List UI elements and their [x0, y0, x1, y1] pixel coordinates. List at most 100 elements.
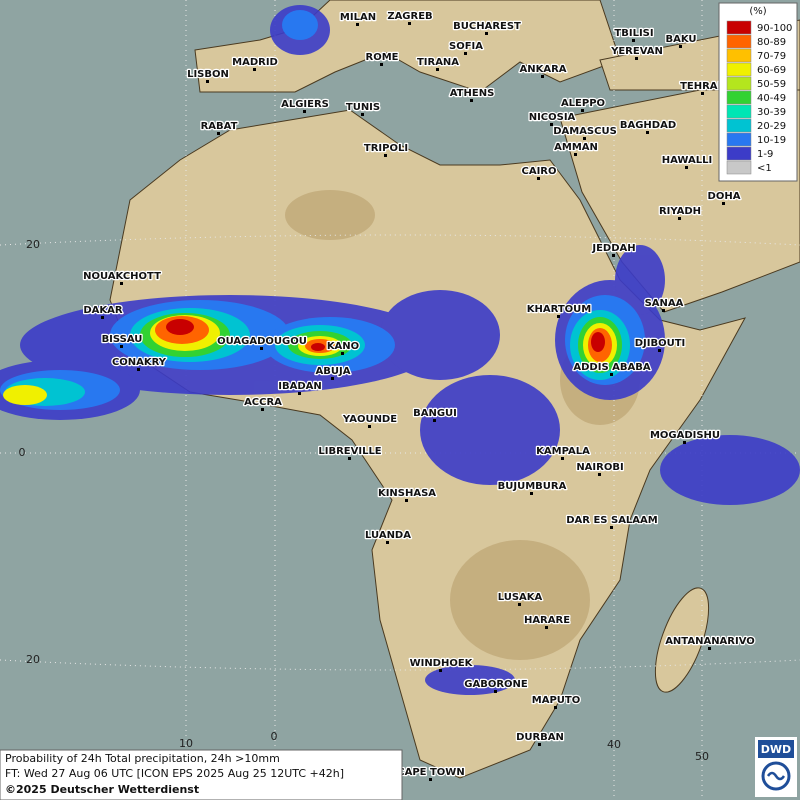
city-label: KHARTOUM [527, 304, 592, 315]
legend-swatch [726, 62, 752, 77]
city-label: LISBON [187, 69, 229, 80]
legend-title: (%) [749, 6, 766, 17]
city-label: TUNIS [346, 102, 380, 113]
city-label: BANGUI [413, 408, 457, 419]
logo-symbol [761, 761, 791, 791]
legend-swatch [726, 160, 752, 175]
city-marker [635, 57, 638, 60]
city-marker [550, 123, 553, 126]
city-marker [545, 626, 548, 629]
city-marker [683, 441, 686, 444]
city-label: HARARE [524, 615, 570, 626]
city-label: ADDIS ABABA [573, 362, 650, 373]
city-label: BISSAU [102, 334, 143, 345]
city-label: ANTANANARIVO [665, 636, 755, 647]
city-marker [303, 110, 306, 113]
legend-swatch [726, 34, 752, 49]
city-label: ROME [366, 52, 399, 63]
legend-label: 90-100 [757, 23, 792, 34]
city-marker [261, 408, 264, 411]
city-marker [137, 368, 140, 371]
city-label: HAWALLI [662, 155, 712, 166]
city-label: GABORONE [464, 679, 528, 690]
city-label: KANO [327, 341, 359, 352]
city-marker [341, 352, 344, 355]
city-marker [380, 63, 383, 66]
city-label: DOHA [708, 191, 741, 202]
city-label: RABAT [201, 121, 238, 132]
city-marker [120, 282, 123, 285]
caption-line: Probability of 24h Total precipitation, … [5, 752, 280, 765]
city-marker [701, 92, 704, 95]
legend-label: 20-29 [757, 121, 786, 132]
city-label: DURBAN [516, 732, 564, 743]
city-marker [530, 492, 533, 495]
city-label: NAIROBI [576, 462, 623, 473]
legend-swatch [726, 118, 752, 133]
city-label: BUJUMBURA [498, 481, 567, 492]
city-label: TRIPOLI [364, 143, 408, 154]
logo-band [758, 740, 794, 758]
city-marker [408, 22, 411, 25]
city-marker [557, 315, 560, 318]
longitude-label: 40 [607, 738, 621, 751]
city-label: AMMAN [554, 142, 598, 153]
city-marker [610, 526, 613, 529]
city-marker [612, 254, 615, 257]
city-label: TEHRAN [680, 81, 726, 92]
longitude-label: 50 [695, 750, 709, 763]
legend-swatch [726, 146, 752, 161]
city-marker [610, 373, 613, 376]
city-label: SOFIA [449, 41, 483, 52]
latitude-label: 0 [19, 446, 26, 459]
legend-swatch [726, 20, 752, 35]
city-marker [541, 75, 544, 78]
precipitation [0, 5, 800, 695]
city-marker [120, 345, 123, 348]
city-marker [581, 109, 584, 112]
city-label: MOGADISHU [650, 430, 720, 441]
city-label: TBILISI [614, 28, 653, 39]
city-label: MADRID [232, 57, 278, 68]
city-marker [429, 778, 432, 781]
city-marker [348, 457, 351, 460]
city-marker [685, 166, 688, 169]
city-label: NOUAKCHOTT [83, 271, 161, 282]
city-marker [574, 153, 577, 156]
city-marker [708, 647, 711, 650]
city-marker [217, 132, 220, 135]
city-label: ANKARA [519, 64, 566, 75]
city-label: DAMASCUS [553, 126, 617, 137]
city-marker [598, 473, 601, 476]
city-label: MILAN [340, 12, 376, 23]
city-marker [554, 706, 557, 709]
city-marker [485, 32, 488, 35]
city-marker [658, 349, 661, 352]
legend-label: 80-89 [757, 37, 786, 48]
legend-swatch [726, 90, 752, 105]
city-label: CAIRO [522, 166, 557, 177]
city-marker [662, 309, 665, 312]
legend-label: 50-59 [757, 79, 786, 90]
caption: Probability of 24h Total precipitation, … [0, 749, 403, 800]
caption-line: FT: Wed 27 Aug 06 UTC [ICON EPS 2025 Aug… [5, 767, 344, 780]
city-marker [470, 99, 473, 102]
city-marker [561, 457, 564, 460]
city-label: KINSHASA [378, 488, 436, 499]
city-marker [361, 113, 364, 116]
city-marker [537, 177, 540, 180]
legend-swatch [726, 76, 752, 91]
city-marker [436, 68, 439, 71]
city-marker [646, 131, 649, 134]
city-marker [632, 39, 635, 42]
caption-box [0, 749, 403, 800]
city-label: DAKAR [83, 305, 123, 316]
city-marker [494, 690, 497, 693]
city-label: LIBREVILLE [318, 446, 381, 457]
legend-label: 10-19 [757, 135, 786, 146]
city-marker [386, 541, 389, 544]
city-label: BAGHDAD [620, 120, 676, 131]
